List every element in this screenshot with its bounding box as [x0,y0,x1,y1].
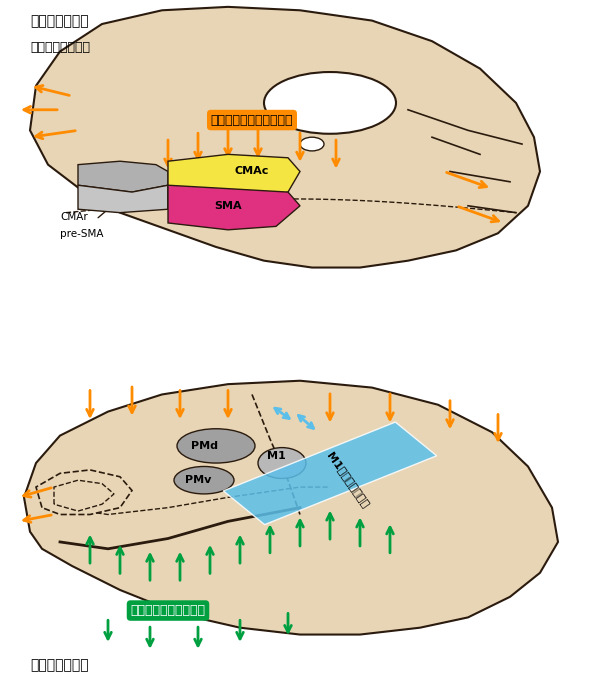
Bar [223,422,437,525]
Text: CMAr: CMAr [60,211,88,222]
Text: M1: M1 [266,451,286,461]
Polygon shape [78,161,168,192]
Text: 島皮質グラデーション: 島皮質グラデーション [131,604,206,617]
Ellipse shape [174,466,234,494]
Polygon shape [24,381,558,635]
Text: CMAc: CMAc [235,167,269,176]
Text: PMd: PMd [191,441,218,451]
Ellipse shape [258,447,306,479]
Polygon shape [30,7,540,268]
Polygon shape [168,185,300,230]
Text: SMA: SMA [214,201,242,211]
Ellipse shape [300,137,324,151]
Text: PMv: PMv [185,475,211,485]
Polygon shape [78,185,168,213]
Text: 大脳皮質内側面: 大脳皮質内側面 [30,14,89,27]
Text: 大脳皮質外側面: 大脳皮質外側面 [30,659,89,672]
Text: （上下逆に示す）: （上下逆に示す） [30,41,90,54]
Polygon shape [36,470,132,514]
Text: 帯状皮質グラデーション: 帯状皮質グラデーション [211,114,293,126]
Ellipse shape [264,72,396,134]
Text: M1グラデーション: M1グラデーション [325,451,371,510]
Ellipse shape [177,429,255,463]
Polygon shape [168,154,300,209]
Text: pre-SMA: pre-SMA [60,228,104,239]
Polygon shape [54,480,114,511]
